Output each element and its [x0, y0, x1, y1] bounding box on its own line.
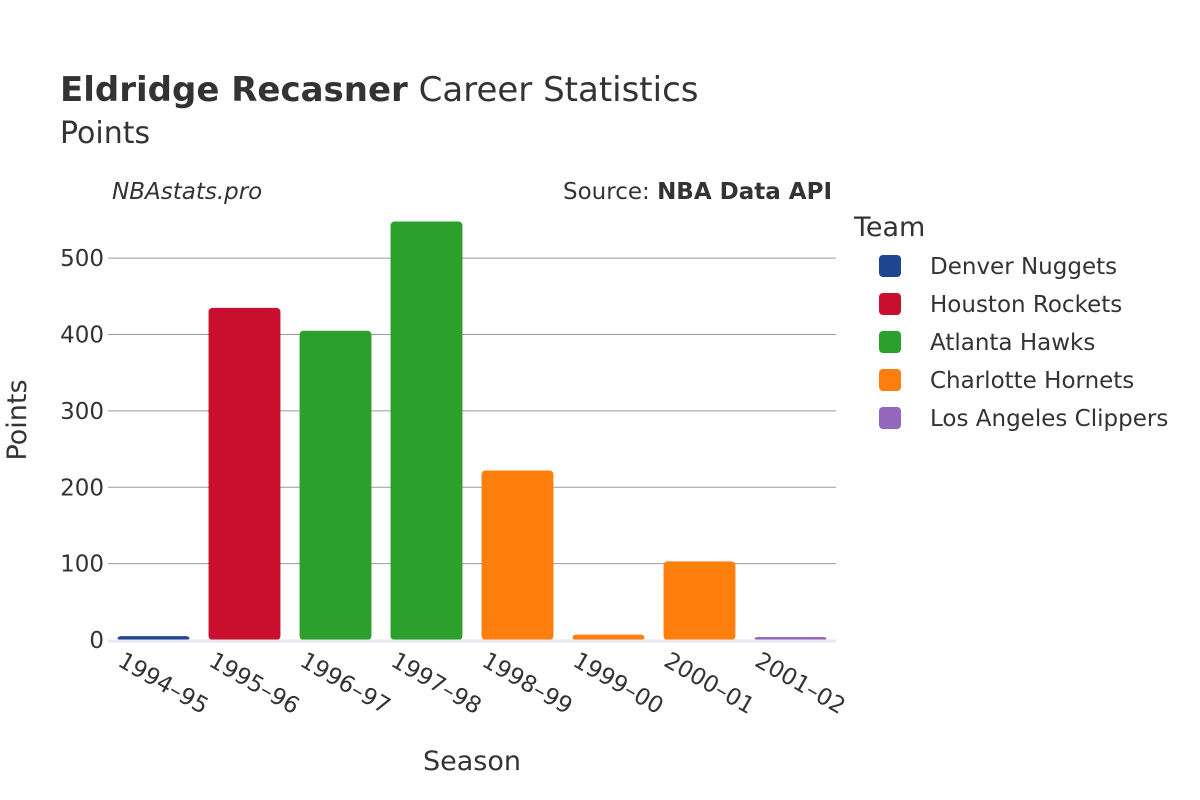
x-tick-label: 1998–99 [478, 648, 577, 720]
bar-1995–96 [208, 307, 281, 640]
x-axis-title: Season [423, 746, 521, 777]
bar-2001–02 [754, 636, 827, 640]
bar-1998–99 [481, 470, 554, 640]
legend-swatch [879, 255, 901, 277]
legend-item-label: Charlotte Hornets [930, 368, 1134, 394]
y-tick-labels: 0 100 200 300 400 500 [60, 246, 104, 654]
x-tick-labels: 1994–951995–961996–971997–981998–991999–… [114, 648, 850, 720]
bars [117, 221, 827, 640]
legend-item-label: Houston Rockets [930, 292, 1122, 318]
legend-swatch [879, 407, 901, 429]
legend-swatch [879, 331, 901, 353]
x-tick-label: 1995–96 [205, 648, 304, 720]
chart-title-rest: Career Statistics [408, 70, 699, 110]
legend-item-label: Los Angeles Clippers [930, 406, 1168, 432]
y-tick-label: 500 [60, 246, 104, 272]
x-tick-label: 1994–95 [114, 648, 213, 720]
y-axis-title: Points [2, 379, 33, 460]
bar-2000–01 [663, 561, 736, 640]
watermark: NBAstats.pro [112, 179, 262, 205]
y-tick-label: 100 [60, 552, 104, 578]
legend-swatch [879, 293, 901, 315]
chart-title: Eldridge Recasner Career Statistics [60, 70, 699, 110]
x-tick-label: 1999–00 [569, 648, 668, 720]
legend-swatch [879, 369, 901, 391]
x-tick-label: 1996–97 [296, 648, 395, 720]
chart-subtitle: Points [60, 116, 150, 151]
bar-1997–98 [390, 221, 463, 640]
x-tick-label: 2000–01 [660, 648, 759, 720]
y-tick-label: 300 [60, 399, 104, 425]
x-tick-label: 1997–98 [387, 648, 486, 720]
bar-1999–00 [572, 634, 645, 640]
legend-item-label: Denver Nuggets [930, 254, 1117, 280]
x-tick-label: 2001–02 [751, 648, 850, 720]
source-label: Source: NBA Data API [563, 179, 832, 205]
chart-title-player: Eldridge Recasner [60, 70, 408, 110]
y-tick-label: 400 [60, 323, 104, 349]
bar-1994–95 [117, 636, 190, 640]
y-tick-label: 200 [60, 475, 104, 501]
bar-1996–97 [299, 330, 372, 640]
legend-item-label: Atlanta Hawks [930, 330, 1095, 356]
source-prefix: Source: [563, 179, 657, 205]
y-tick-label: 0 [89, 628, 104, 654]
legend-title: Team [853, 212, 925, 243]
source-name: NBA Data API [657, 179, 832, 205]
legend: Denver Nuggets Houston Rockets Atlanta Haw… [879, 254, 1168, 432]
